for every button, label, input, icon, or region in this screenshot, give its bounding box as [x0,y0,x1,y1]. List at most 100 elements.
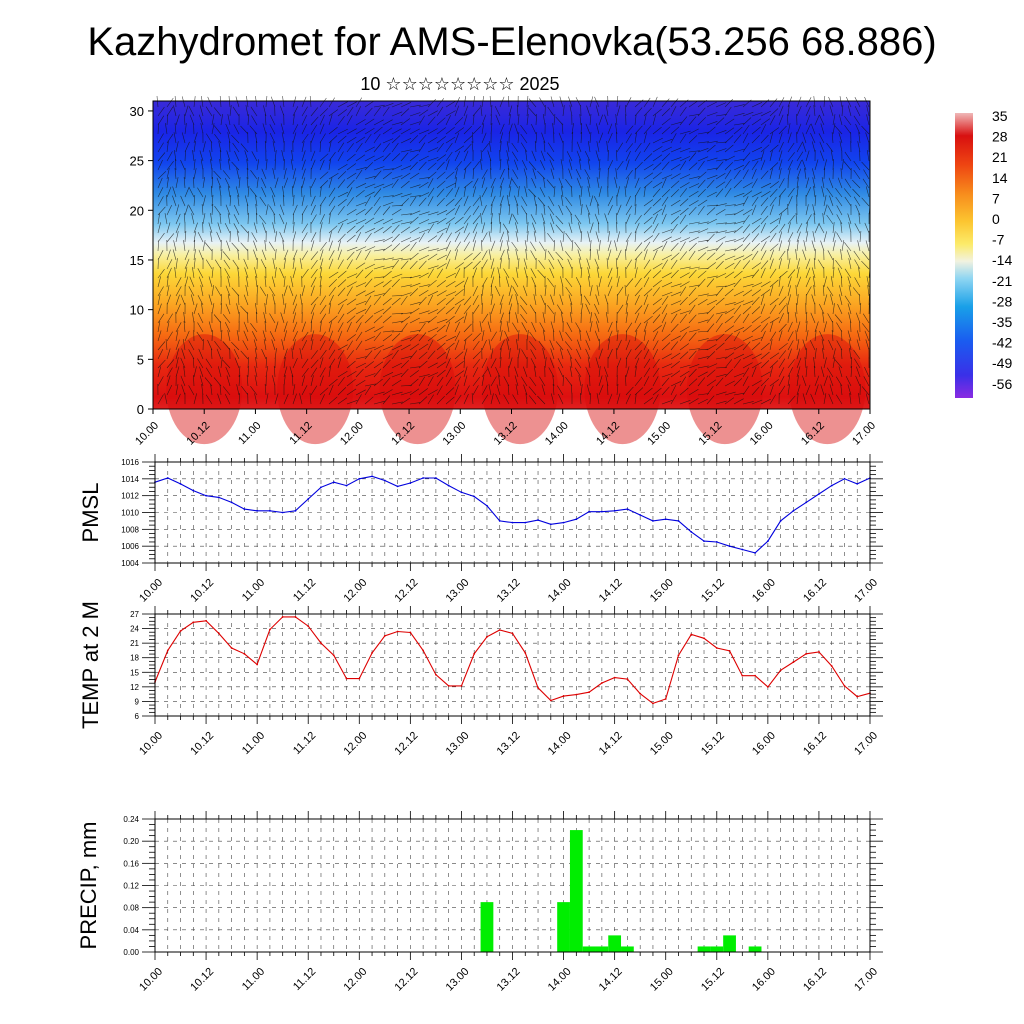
pmsl-point [434,477,437,479]
precip-x-tick-label: 16.12 [801,966,829,994]
temp2m-point [856,695,859,698]
pmsl-point [600,510,603,513]
pmsl-point [230,501,233,504]
temp2m-point [664,698,667,700]
temp2m-x-tick-label: 11.12 [291,730,318,757]
colorbar-label: -28 [992,293,1012,309]
temp2m-point [805,652,808,655]
precip-y-axis-title: PRECIP, mm [76,822,101,950]
pmsl-x-tick-label: 14.00 [546,577,574,605]
pmsl-point [779,520,782,522]
temp2m-point [588,691,591,694]
pmsl-point [677,520,680,522]
temp2m-x-tick-label: 13.12 [495,730,523,758]
pmsl-point [179,482,182,485]
precip-bar [480,902,494,952]
temp2m-point [256,663,259,666]
pmsl-point [256,509,259,512]
precip-y-tick-label: 0.16 [123,859,139,868]
precip-y-tick-label: 0.20 [123,837,139,846]
pmsl-point [358,477,361,480]
temp2m-point [524,651,527,654]
pmsl-point [345,484,348,487]
temp2m-point [843,684,846,687]
pmsl-x-tick-label: 17.00 [852,577,880,605]
pmsl-y-axis-title: PMSL [78,483,103,543]
pmsl-x-tick-label: 12.00 [341,577,369,605]
pmsl-x-tick-label: 16.12 [801,577,829,605]
pmsl-y-axis: 1004 1006 1008 1010 1012 1014 1016 [121,458,883,568]
temp2m-frame [154,613,871,717]
colorbar-label: -49 [992,355,1012,371]
cs-y-tick-label: 15 [130,253,144,268]
temp2m-point [766,685,769,688]
warm-core [277,334,354,445]
temp2m-point [741,674,744,677]
pmsl-point [664,518,667,521]
cross-section-warm-cores [166,334,866,445]
precip-grid [155,819,870,952]
colorbar-label: 21 [992,149,1008,165]
temp2m-point [575,693,578,696]
precip-x-tick-label: 13.00 [444,966,472,994]
pmsl-point [575,518,578,521]
temp2m-x-tick-label: 13.00 [444,730,472,758]
pmsl-point [830,484,833,487]
precip-bar [710,946,724,952]
temp2m-x-tick-label: 16.12 [801,730,829,758]
pmsl-point [320,486,322,489]
pmsl-point [715,541,718,543]
cs-y-tick-label: 20 [130,203,144,218]
temp2m-point [332,654,335,657]
temp2m-point [486,635,488,638]
pmsl-point [269,509,271,512]
cs-x-tick-label: 11.00 [236,420,263,447]
temp2m-point [269,628,271,631]
pmsl-point [332,481,335,484]
colorbar-label: -14 [992,252,1012,268]
colorbar-label: -35 [992,314,1012,330]
precip-y-tick-label: 0.08 [123,904,139,913]
cs-x-tick-label: 10.00 [133,420,161,448]
pmsl-point [537,519,539,521]
cs-y-tick-label: 10 [130,303,144,318]
temp2m-point [779,669,782,672]
colorbar-label: -21 [992,273,1012,289]
colorbar-label: 28 [992,129,1008,145]
pmsl-point [460,491,463,494]
temp-chart: 6 9 12 15 18 21 24 27 10.00 10.12 11.00 11.12 12.00 1… [78,601,883,758]
pmsl-point [243,508,246,511]
colorbar-label: 7 [992,190,1000,206]
precip-x-tick-label: 17.00 [852,966,880,994]
warm-core [584,334,661,445]
pmsl-y-tick-label: 1010 [121,509,139,518]
warm-core [789,334,866,445]
precip-chart: 0.00 0.04 0.08 0.12 0.16 0.20 0.24 10.00 10.12 11… [76,811,883,994]
temp2m-x-tick-label: 12.12 [393,730,421,758]
pmsl-point [818,493,820,495]
pmsl-point [588,510,591,513]
pmsl-point [549,523,552,526]
pmsl-point [652,520,654,522]
precip-x-tick-label: 10.12 [188,966,216,994]
pmsl-y-tick-label: 1012 [121,492,139,501]
temp2m-y-tick-label: 27 [130,610,139,619]
temp2m-point [422,649,425,652]
pmsl-y-tick-label: 1016 [121,458,139,467]
pmsl-point [792,509,795,512]
temp2m-y-tick-label: 12 [130,683,139,692]
pmsl-point [192,489,195,492]
colorbar-label: 14 [992,170,1008,186]
temp2m-y-tick-label: 24 [130,625,139,634]
temp2m-point [383,634,386,637]
temp2m-x-tick-label: 17.00 [852,730,880,758]
temp2m-point [728,650,731,652]
precip-bar [595,946,609,952]
temp2m-point [166,649,169,652]
pmsl-point [562,521,565,524]
temp2m-x-tick-label: 11.00 [240,730,267,757]
precip-bar [582,946,596,952]
temp2m-x-tick-label: 10.12 [188,730,216,758]
temp2m-point [192,621,195,624]
